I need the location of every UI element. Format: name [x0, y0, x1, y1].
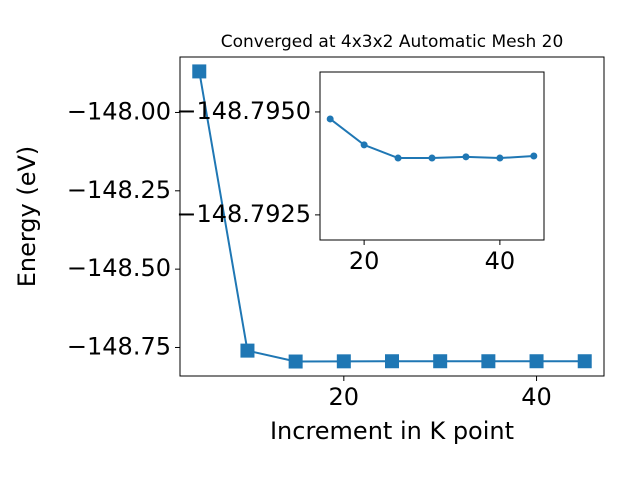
marker — [433, 354, 448, 369]
y-tick-label: −148.25 — [67, 176, 171, 204]
marker — [385, 354, 399, 369]
marker — [530, 152, 538, 160]
marker — [529, 354, 544, 369]
marker — [462, 153, 470, 161]
y-tick-label: −148.50 — [67, 254, 171, 282]
y-tick-label: −148.7925 — [176, 200, 311, 228]
chart-title: Converged at 4x3x2 Automatic Mesh 20 — [221, 32, 564, 52]
y-axis-label: Energy (eV) — [13, 146, 41, 288]
marker — [326, 115, 334, 123]
marker — [240, 343, 255, 358]
marker — [496, 154, 504, 162]
x-tick-label: 40 — [521, 383, 552, 411]
x-tick-label: 40 — [485, 247, 516, 275]
y-tick-label: −148.75 — [67, 332, 171, 360]
x-tick-label: 20 — [329, 383, 360, 411]
marker — [288, 354, 303, 369]
marker — [192, 64, 207, 79]
y-tick-label: −148.00 — [67, 97, 171, 125]
marker — [428, 154, 436, 162]
y-tick-label: −148.7950 — [176, 97, 311, 125]
marker — [577, 354, 592, 369]
x-axis-label: Increment in K point — [270, 417, 514, 445]
marker — [394, 154, 402, 162]
marker — [481, 354, 496, 369]
x-tick-label: 20 — [349, 247, 380, 275]
marker — [360, 141, 368, 149]
marker — [336, 354, 351, 369]
